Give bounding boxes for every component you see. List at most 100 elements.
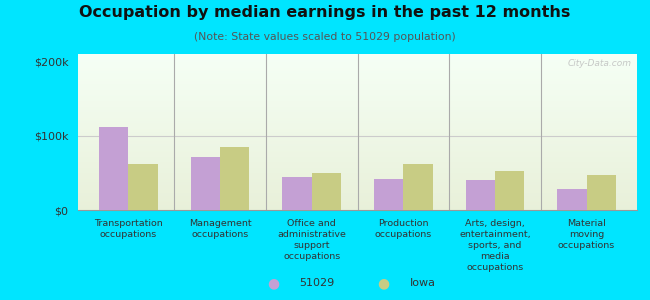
Bar bbox=[78, 185, 637, 187]
Bar bbox=[78, 107, 637, 109]
Bar bbox=[78, 197, 637, 199]
Bar bbox=[78, 146, 637, 148]
Bar bbox=[78, 77, 637, 79]
Text: (Note: State values scaled to 51029 population): (Note: State values scaled to 51029 popu… bbox=[194, 32, 456, 41]
Bar bbox=[282, 177, 312, 210]
Bar bbox=[78, 208, 637, 210]
Bar bbox=[78, 80, 637, 82]
Bar bbox=[78, 141, 637, 143]
Bar bbox=[78, 196, 637, 197]
Bar bbox=[78, 67, 637, 68]
Bar bbox=[78, 176, 637, 177]
Bar bbox=[78, 171, 637, 172]
Bar bbox=[78, 207, 637, 208]
Bar bbox=[78, 163, 637, 165]
Bar bbox=[78, 98, 637, 99]
Bar bbox=[78, 119, 637, 121]
Bar bbox=[78, 187, 637, 188]
Bar bbox=[78, 118, 637, 119]
Bar bbox=[78, 151, 637, 152]
Bar bbox=[495, 171, 525, 210]
Bar bbox=[78, 96, 637, 98]
Bar bbox=[78, 57, 637, 59]
Bar bbox=[78, 162, 637, 163]
Bar bbox=[465, 180, 495, 210]
Bar bbox=[78, 121, 637, 123]
Bar bbox=[78, 184, 637, 185]
Bar bbox=[78, 174, 637, 176]
Bar bbox=[78, 188, 637, 190]
Text: City-Data.com: City-Data.com bbox=[567, 59, 631, 68]
Bar bbox=[78, 130, 637, 132]
Bar bbox=[78, 126, 637, 127]
Bar bbox=[78, 116, 637, 118]
Bar bbox=[78, 179, 637, 180]
Bar bbox=[78, 132, 637, 134]
Bar bbox=[78, 99, 637, 101]
Bar bbox=[78, 63, 637, 65]
Bar bbox=[78, 180, 637, 182]
Text: ●: ● bbox=[378, 277, 389, 290]
Bar bbox=[78, 127, 637, 129]
Bar bbox=[78, 56, 637, 57]
Bar bbox=[78, 88, 637, 90]
Bar bbox=[78, 62, 637, 63]
Bar bbox=[78, 190, 637, 191]
Bar bbox=[78, 102, 637, 104]
Bar bbox=[78, 59, 637, 60]
Bar bbox=[78, 71, 637, 73]
Bar bbox=[78, 145, 637, 146]
Bar bbox=[78, 123, 637, 124]
Bar bbox=[78, 129, 637, 130]
Bar bbox=[78, 90, 637, 92]
Bar bbox=[78, 205, 637, 207]
Bar bbox=[78, 84, 637, 85]
Bar bbox=[78, 204, 637, 205]
Bar bbox=[78, 191, 637, 193]
Bar bbox=[78, 201, 637, 202]
Bar bbox=[78, 166, 637, 168]
Bar bbox=[78, 101, 637, 102]
Bar bbox=[78, 73, 637, 74]
Bar bbox=[78, 202, 637, 204]
Bar bbox=[78, 74, 637, 76]
Bar bbox=[78, 68, 637, 70]
Bar bbox=[78, 155, 637, 157]
Bar bbox=[78, 154, 637, 155]
Bar bbox=[78, 109, 637, 110]
Bar bbox=[557, 189, 586, 210]
Bar bbox=[78, 106, 637, 107]
Text: ●: ● bbox=[267, 277, 279, 290]
Bar bbox=[78, 138, 637, 140]
Bar bbox=[220, 147, 250, 210]
Bar bbox=[78, 76, 637, 77]
Bar bbox=[129, 164, 158, 210]
Bar bbox=[99, 127, 129, 210]
Bar bbox=[78, 140, 637, 141]
Bar bbox=[78, 65, 637, 67]
Bar bbox=[403, 164, 433, 210]
Bar bbox=[78, 157, 637, 158]
Bar bbox=[78, 148, 637, 149]
Bar bbox=[78, 177, 637, 179]
Bar bbox=[78, 199, 637, 201]
Bar bbox=[78, 93, 637, 94]
Bar bbox=[78, 79, 637, 80]
Bar bbox=[586, 175, 616, 210]
Bar bbox=[78, 60, 637, 62]
Bar bbox=[78, 134, 637, 135]
Bar bbox=[78, 152, 637, 154]
Bar bbox=[78, 135, 637, 137]
Bar bbox=[78, 104, 637, 106]
Bar bbox=[78, 115, 637, 116]
Bar bbox=[78, 182, 637, 184]
Bar bbox=[78, 54, 637, 56]
Bar bbox=[78, 137, 637, 138]
Bar bbox=[78, 169, 637, 171]
Bar bbox=[78, 172, 637, 174]
Bar bbox=[312, 173, 341, 210]
Bar bbox=[78, 113, 637, 115]
Text: Occupation by median earnings in the past 12 months: Occupation by median earnings in the pas… bbox=[79, 4, 571, 20]
Bar bbox=[78, 70, 637, 71]
Bar bbox=[78, 158, 637, 160]
